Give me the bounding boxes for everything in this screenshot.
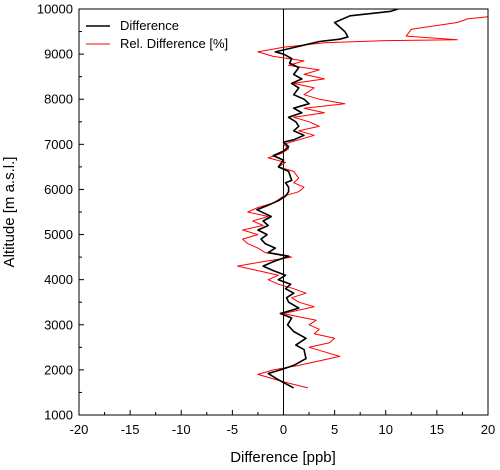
y-tick-label: 7000	[44, 137, 73, 152]
y-tick-label: 4000	[44, 272, 73, 287]
y-tick-label: 3000	[44, 317, 73, 332]
y-tick-label: 8000	[44, 92, 73, 107]
legend: Difference Rel. Difference [%]	[86, 18, 228, 51]
x-tick-label: -15	[121, 422, 140, 437]
x-tick-label: -20	[70, 422, 89, 437]
y-axis-ticks: 1000 2000 3000 4000 5000 6000 7000 8000 9000 1000…	[37, 2, 84, 423]
x-tick-label: -10	[172, 422, 191, 437]
y-tick-label: 1000	[44, 408, 73, 423]
y-tick-label: 6000	[44, 182, 73, 197]
x-tick-label: 15	[430, 422, 444, 437]
y-axis-title: Altitude [m a.s.l.]	[1, 157, 18, 268]
series-layer	[237, 9, 488, 389]
y-tick-label: 9000	[44, 47, 73, 62]
x-axis-title: Difference [ppb]	[230, 449, 336, 466]
legend-label-difference: Difference	[120, 18, 179, 33]
legend-label-rel-difference: Rel. Difference [%]	[120, 36, 228, 51]
series-line-difference	[256, 9, 399, 389]
x-tick-label: 0	[280, 422, 287, 437]
x-tick-label: 20	[481, 422, 495, 437]
x-tick-label: 10	[379, 422, 393, 437]
y-tick-label: 10000	[37, 2, 73, 17]
y-tick-label: 2000	[44, 362, 73, 377]
series-line-rel-difference	[237, 16, 488, 389]
y-tick-label: 5000	[44, 227, 73, 242]
x-tick-label: 5	[331, 422, 338, 437]
x-axis-ticks: -20 -15 -10 -5 0 5 10 15 20	[70, 410, 495, 437]
x-tick-label: -5	[227, 422, 239, 437]
